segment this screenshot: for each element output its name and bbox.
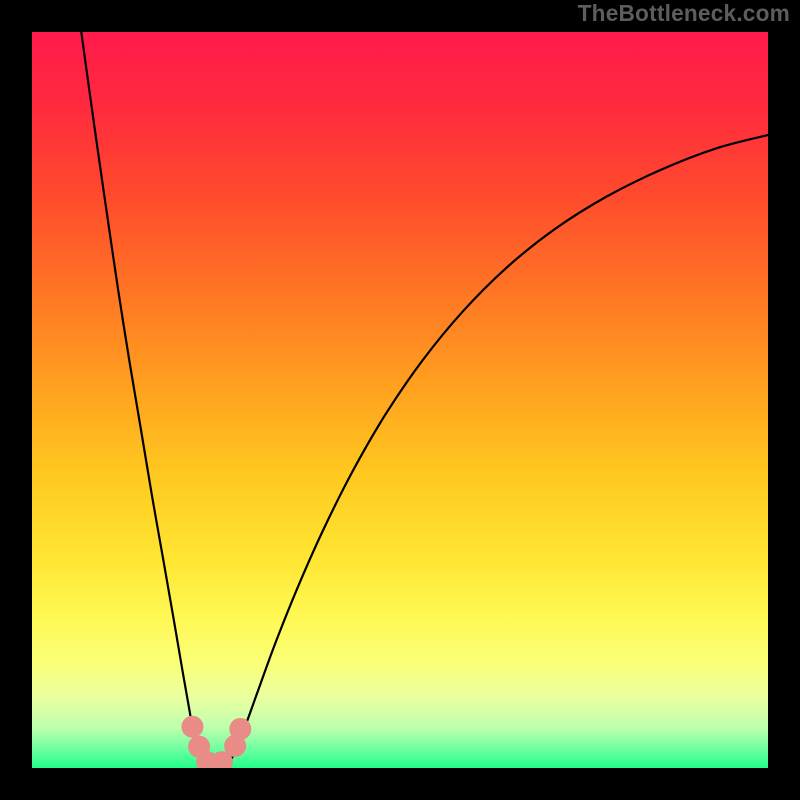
chart-container: TheBottleneck.com — [0, 0, 800, 800]
curve-left-curve — [81, 32, 201, 765]
marker-point — [230, 718, 251, 739]
plot-area — [32, 32, 768, 768]
curves-layer — [32, 32, 768, 768]
marker-point — [182, 716, 203, 737]
watermark-text: TheBottleneck.com — [578, 0, 790, 27]
curve-right-curve — [227, 135, 768, 765]
